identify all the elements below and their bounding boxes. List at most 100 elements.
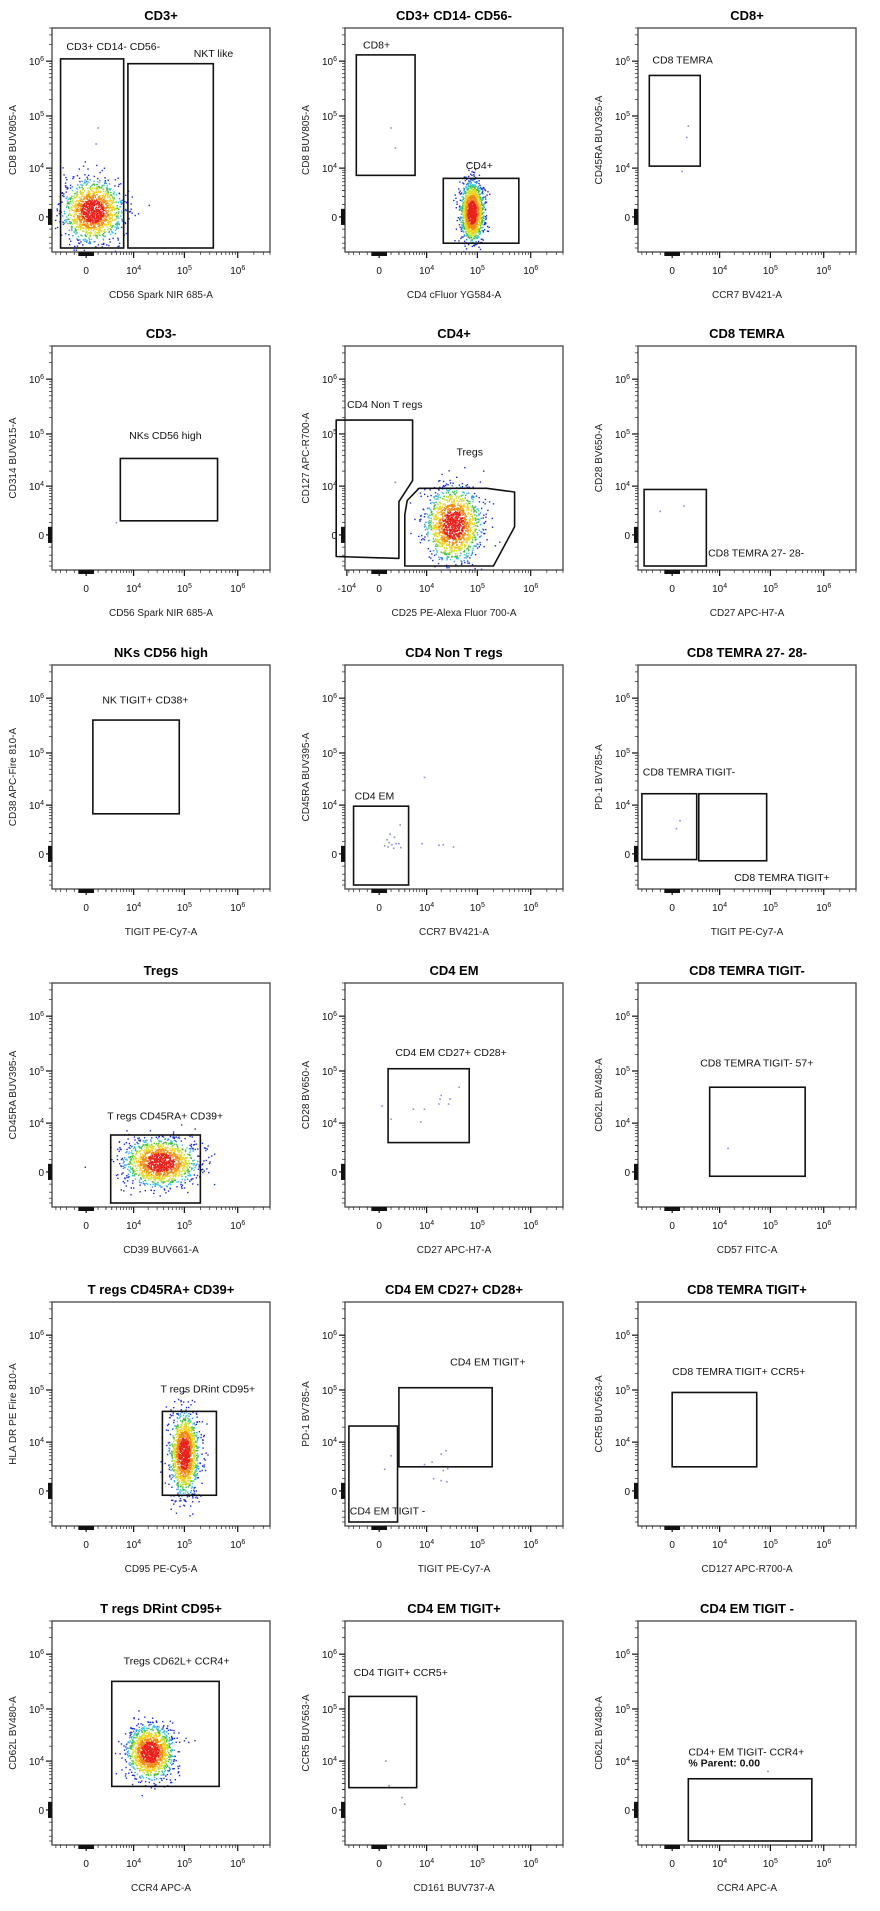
event-dot — [68, 233, 70, 236]
event-dot — [129, 1166, 132, 1168]
event-dot — [422, 538, 424, 540]
event-dot — [471, 213, 473, 215]
gate-cd4[interactable] — [442, 177, 520, 244]
event-dot — [475, 196, 478, 199]
event-dot — [471, 230, 474, 233]
y-tick-label: 0 — [38, 213, 44, 224]
event-dot — [93, 241, 95, 243]
event-dot — [115, 227, 118, 229]
event-dot — [438, 522, 441, 525]
event-dot — [460, 520, 463, 523]
event-point — [683, 505, 685, 507]
gate-cd3-cd14-cd56[interactable] — [59, 58, 125, 249]
event-dot — [96, 189, 98, 191]
event-dot — [180, 1150, 182, 1152]
event-dot — [460, 517, 462, 520]
event-dot — [98, 204, 100, 206]
event-dot — [484, 222, 486, 224]
event-dot — [468, 549, 470, 551]
event-dot — [463, 550, 465, 553]
event-dot — [131, 1159, 133, 1162]
x-tick-label: 104 — [126, 583, 141, 595]
event-dot — [419, 519, 421, 521]
event-dot — [165, 1184, 168, 1187]
event-dot — [472, 486, 474, 488]
event-dot — [69, 220, 71, 223]
event-dot — [459, 535, 461, 537]
x-axis-label: TIGIT PE-Cy7-A — [711, 927, 784, 938]
event-dot — [80, 205, 83, 208]
event-dot — [454, 522, 456, 524]
event-dot — [481, 196, 484, 199]
event-dot — [155, 1143, 158, 1145]
event-dot — [76, 209, 78, 211]
event-dot — [188, 1148, 191, 1150]
event-dot — [126, 1168, 129, 1171]
event-dot — [472, 506, 474, 508]
gate-tregs[interactable] — [404, 487, 516, 567]
event-dot — [91, 209, 93, 211]
event-dot — [173, 1147, 175, 1150]
gate-cd8-temra-27-28[interactable] — [643, 488, 708, 567]
event-dot — [441, 536, 444, 538]
gate-cd4-non-t-regs[interactable] — [335, 419, 414, 560]
event-dot — [447, 552, 449, 554]
event-dot — [426, 535, 429, 537]
event-dot — [102, 226, 105, 228]
event-dot — [98, 181, 101, 184]
event-dot — [446, 518, 448, 521]
event-dot — [466, 189, 468, 191]
gate-nk-tigit-cd38[interactable] — [92, 719, 181, 815]
gate-nkt-like[interactable] — [127, 62, 215, 249]
event-dot — [462, 509, 465, 511]
gate-cd8-temra-tigit[interactable] — [641, 792, 698, 861]
event-dot — [449, 488, 451, 491]
event-dot — [414, 518, 416, 521]
event-dot — [465, 509, 468, 511]
event-dot — [117, 177, 119, 179]
event-dot — [448, 543, 451, 545]
event-dot — [460, 525, 462, 527]
y-tick-label: 0 — [331, 531, 337, 542]
event-dot — [129, 1147, 131, 1150]
event-dot — [128, 1142, 131, 1145]
event-dot — [426, 527, 428, 529]
event-dot — [129, 1156, 131, 1159]
event-dot — [467, 509, 470, 511]
event-dot — [181, 1178, 184, 1181]
event-dot — [474, 528, 476, 531]
event-dot — [192, 1160, 194, 1162]
event-dot — [71, 208, 73, 211]
gate-cd8[interactable] — [355, 54, 416, 177]
event-dot — [433, 534, 435, 536]
event-dot — [86, 233, 89, 236]
event-dot — [109, 213, 112, 216]
event-dot — [87, 203, 89, 205]
event-dot — [442, 519, 444, 522]
gate-nks-cd56-high[interactable] — [119, 457, 219, 522]
event-dot — [131, 1172, 134, 1174]
event-dot — [463, 250, 465, 253]
event-dot — [88, 218, 91, 221]
event-dot — [157, 1183, 159, 1185]
event-dot — [92, 191, 95, 193]
event-dot — [126, 1176, 128, 1179]
event-dot — [461, 207, 463, 209]
event-dot — [434, 492, 437, 494]
event-dot — [482, 529, 485, 531]
event-dot — [79, 197, 81, 200]
event-dot — [135, 1151, 138, 1153]
event-dot — [61, 201, 63, 203]
gate-cd4-em[interactable] — [352, 805, 410, 886]
event-dot — [455, 514, 457, 516]
event-dot — [460, 230, 463, 233]
event-dot — [62, 215, 64, 217]
event-dot — [472, 518, 474, 520]
gate-cd8-temra[interactable] — [648, 74, 702, 167]
event-dot — [467, 190, 470, 192]
event-dot — [84, 174, 86, 176]
x-axis-label: TIGIT PE-Cy7-A — [125, 927, 198, 938]
gate-cd8-temra-tigit[interactable] — [697, 792, 768, 862]
event-dot — [455, 557, 458, 560]
event-dot — [76, 203, 79, 206]
